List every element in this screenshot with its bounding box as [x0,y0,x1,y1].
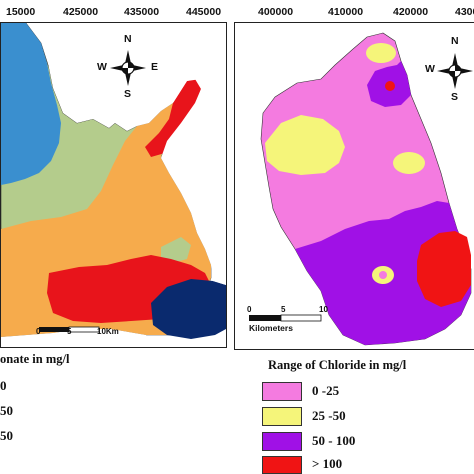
red-spot [385,81,395,91]
left-x-tick: 15000 [6,6,36,18]
right-x-tick: 420000 [393,6,429,18]
chloride-map [249,32,473,346]
scale-label: 0 [247,305,252,314]
compass-e-label: E [151,61,159,73]
land-yellow-zone [393,152,425,174]
compass-w-label: W [425,63,435,75]
land-blue-zone [1,23,61,185]
left-compass-icon [110,50,146,86]
right-legend-title: Range of Chloride in mg/l [268,358,407,372]
reservoir-navy [151,279,226,339]
scale-label: 5 [281,305,286,314]
left-map-frame: 0 5 10Km N S W E [0,22,227,348]
map-margin [1,329,153,347]
right-scale-bar [249,314,322,322]
legend-label: > 100 [312,456,343,471]
scale-label: 10 [319,305,328,314]
scale-label: 10Km [97,327,119,336]
legend-swatch [262,382,302,401]
map-margin [41,23,226,131]
left-x-tick: 445000 [186,6,222,18]
legend-label: 25 -50 [312,408,346,423]
bicarbonate-map [1,23,226,347]
right-x-tick: 400000 [258,6,294,18]
land-red-zone [417,231,471,307]
left-x-tick: 435000 [124,6,160,18]
legend-swatch [262,456,302,474]
left-legend-title: onate in mg/l [0,352,70,366]
land-yellow-zone [366,43,396,63]
compass-w-label: W [97,61,107,73]
left-legend-label: 0 [0,378,7,393]
right-compass-icon [437,53,473,89]
compass-s-label: S [124,88,132,100]
left-scale-bar [39,326,100,333]
right-x-tick: 430000 [455,6,474,18]
scale-unit: Kilometers [249,323,293,333]
left-legend-label: 50 [0,403,13,418]
legend-label: 0 -25 [312,383,340,398]
land-green-patch [161,237,191,263]
left-legend-label: 50 [0,428,13,443]
scale-label: 0 [36,327,41,336]
legend-label: 50 - 100 [312,433,356,448]
map-margin [161,79,226,285]
scale-label: 5 [67,327,72,336]
right-map-frame: 0 5 10 Kilometers N S W [234,22,474,350]
compass-n-label: N [451,35,459,47]
left-x-tick: 425000 [63,6,99,18]
right-x-tick: 410000 [328,6,364,18]
compass-s-label: S [451,91,459,103]
land-red-strip [145,79,201,157]
land-yellow-zone [265,115,345,175]
compass-n-label: N [124,33,132,45]
legend-swatch [262,432,302,451]
legend-swatch [262,407,302,426]
